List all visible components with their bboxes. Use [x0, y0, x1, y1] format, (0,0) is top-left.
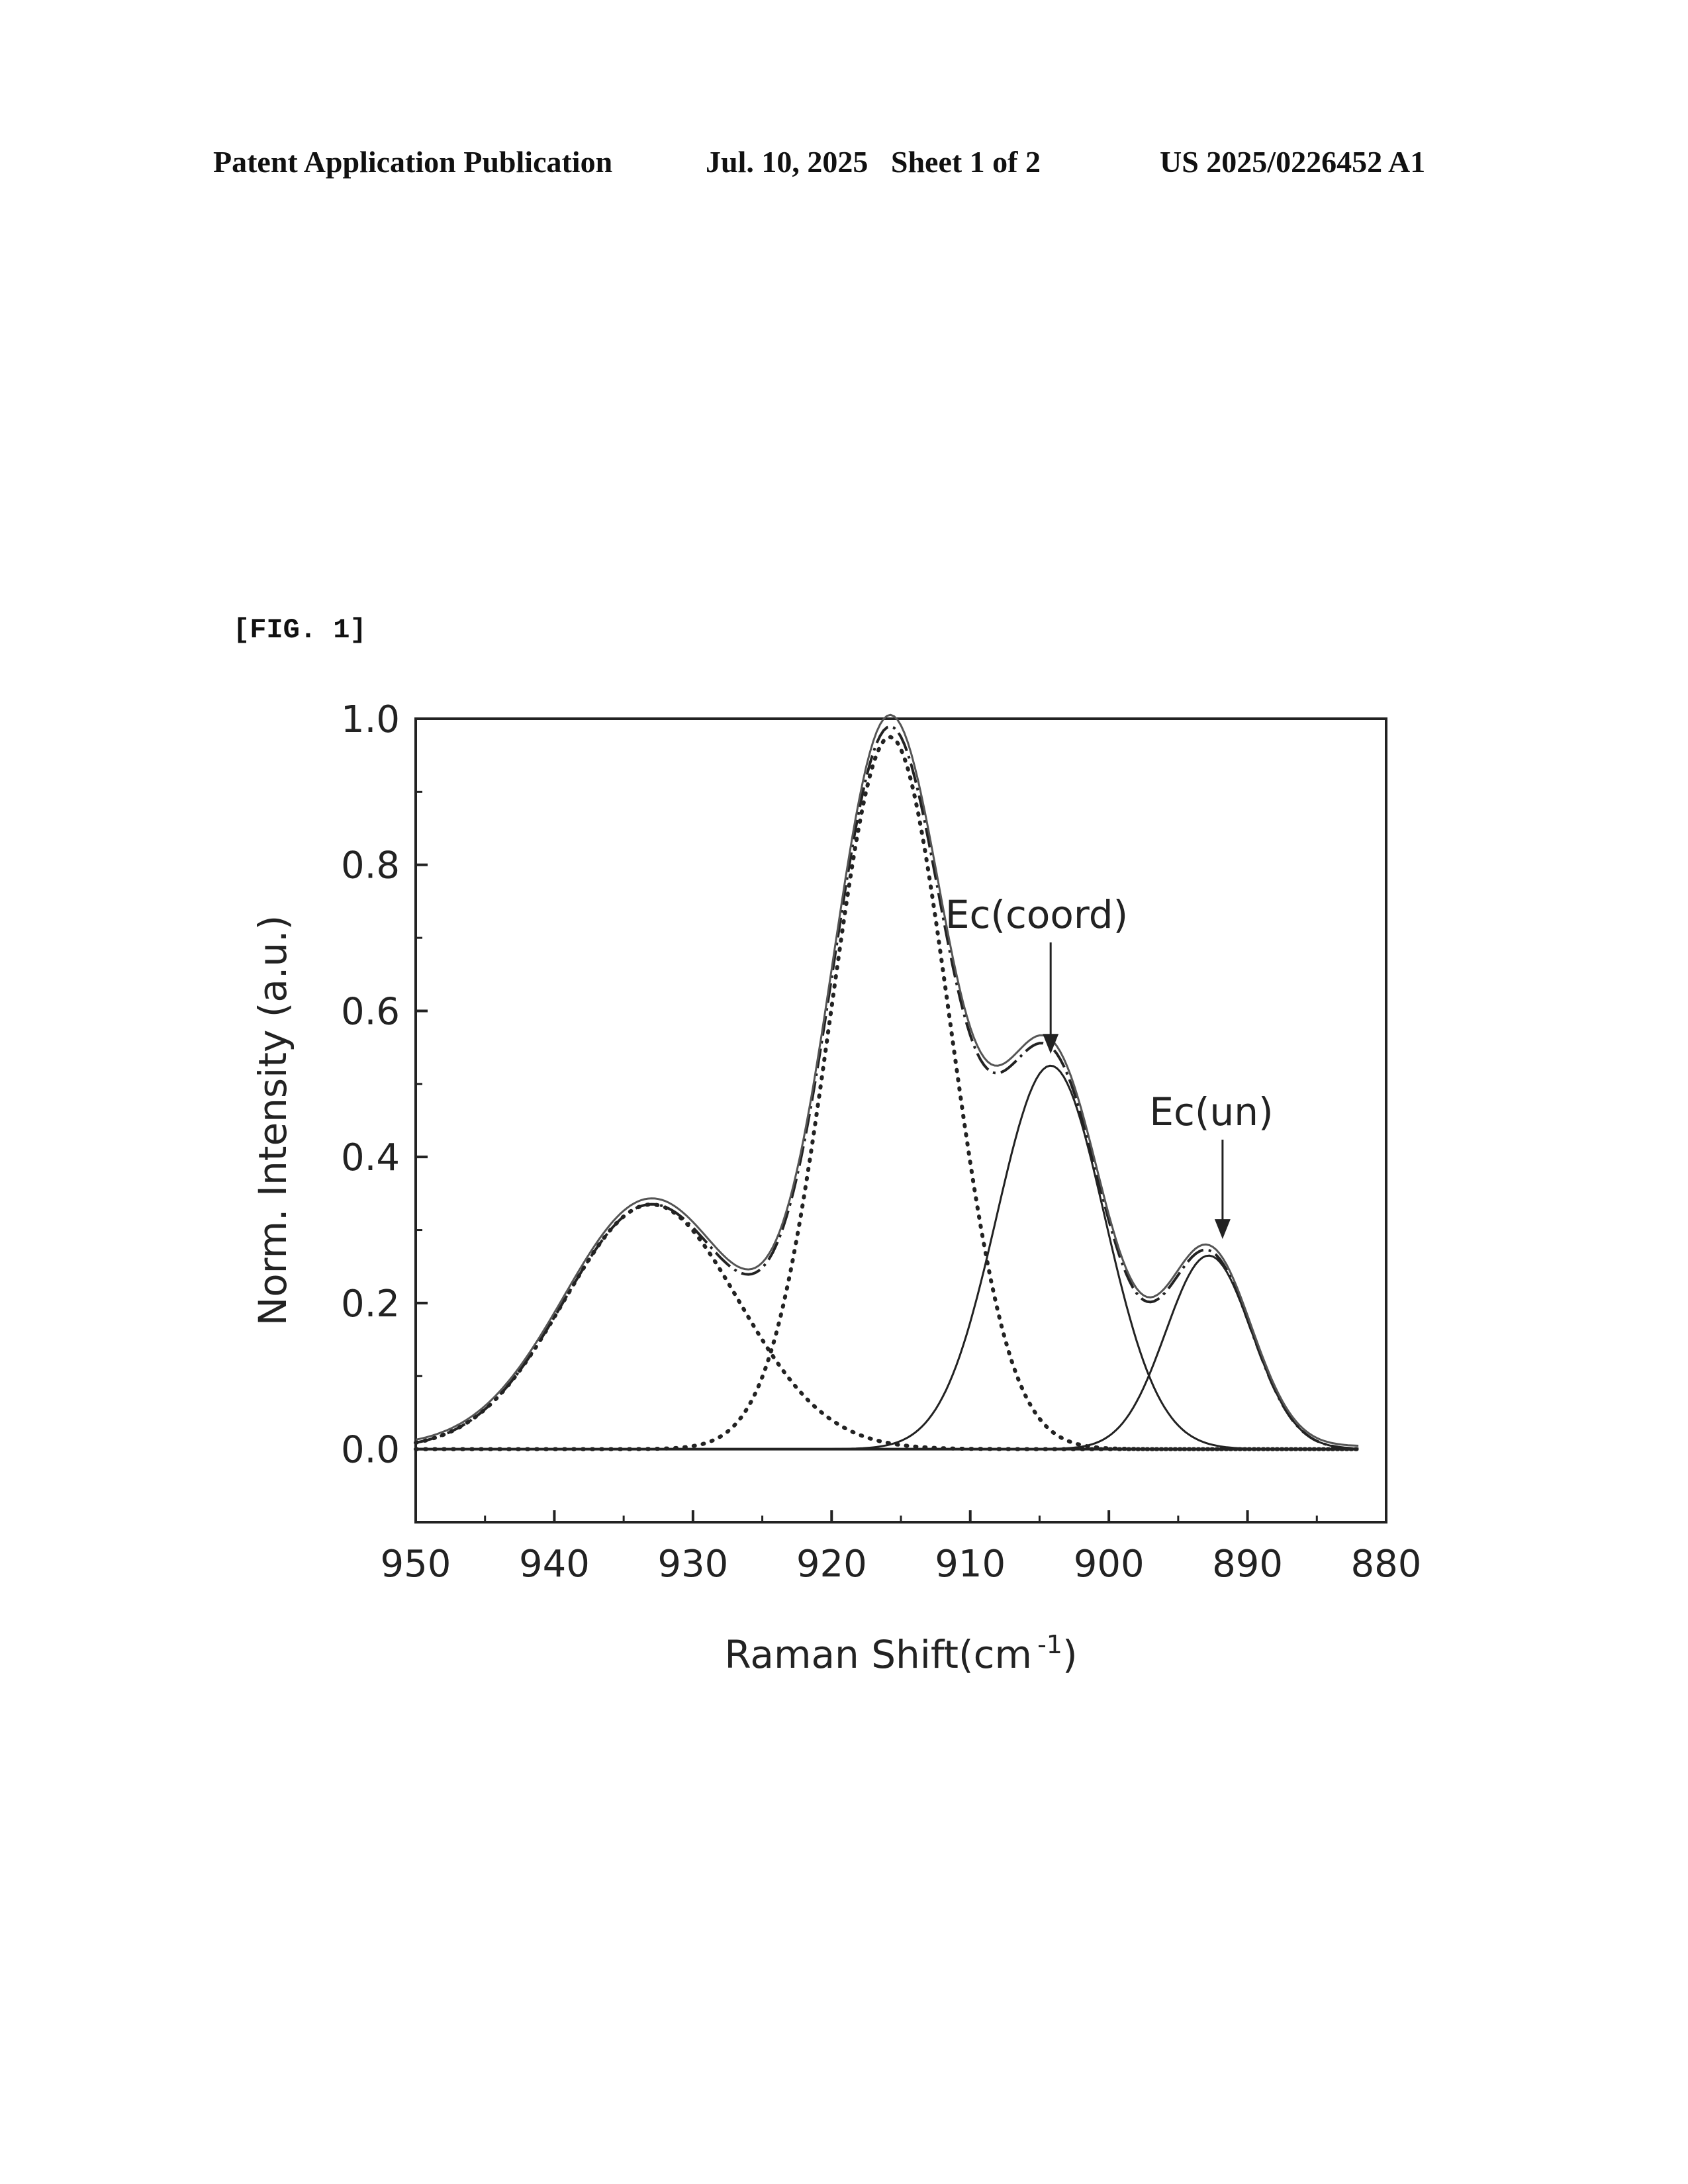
axis-tick-labels: 950 940 930 920 910 900 890 880 0.0 0.2 0.4 0.6 0.8 1…	[341, 698, 1422, 1586]
y-tick-label: 0.0	[341, 1429, 400, 1472]
y-tick-label: 0.2	[341, 1283, 400, 1326]
envelope-fit-curve	[416, 727, 1358, 1449]
annotation-ec-coord: Ec(coord)	[945, 892, 1128, 937]
x-axis-label-superscript: -1	[1037, 1630, 1062, 1659]
fit-component-solid	[416, 1255, 1358, 1449]
y-tick-label: 1.0	[341, 698, 400, 741]
y-tick-label: 0.6	[341, 990, 400, 1033]
x-tick-label: 890	[1212, 1543, 1283, 1586]
x-tick-label: 900	[1074, 1543, 1145, 1586]
y-axis-label: Norm. Intensity (a.u.)	[250, 915, 295, 1326]
x-tick-label: 940	[519, 1543, 590, 1586]
x-axis-label: Raman Shift(cm-1)	[724, 1630, 1077, 1677]
annotation-ec-un: Ec(un)	[1149, 1089, 1273, 1134]
x-tick-label: 910	[935, 1543, 1006, 1586]
x-tick-label: 930	[657, 1543, 728, 1586]
x-tick-label: 880	[1351, 1543, 1422, 1586]
spectrum-curves	[416, 715, 1358, 1449]
y-tick-label: 0.4	[341, 1136, 400, 1179]
x-axis-label-close: )	[1062, 1632, 1078, 1677]
annotation-arrowhead	[1215, 1219, 1231, 1239]
x-tick-label: 920	[796, 1543, 867, 1586]
measured-spectrum-curve	[416, 715, 1358, 1445]
y-tick-label: 0.8	[341, 844, 400, 887]
x-tick-label: 950	[381, 1543, 451, 1586]
fit-component-dotted	[416, 1205, 1358, 1449]
